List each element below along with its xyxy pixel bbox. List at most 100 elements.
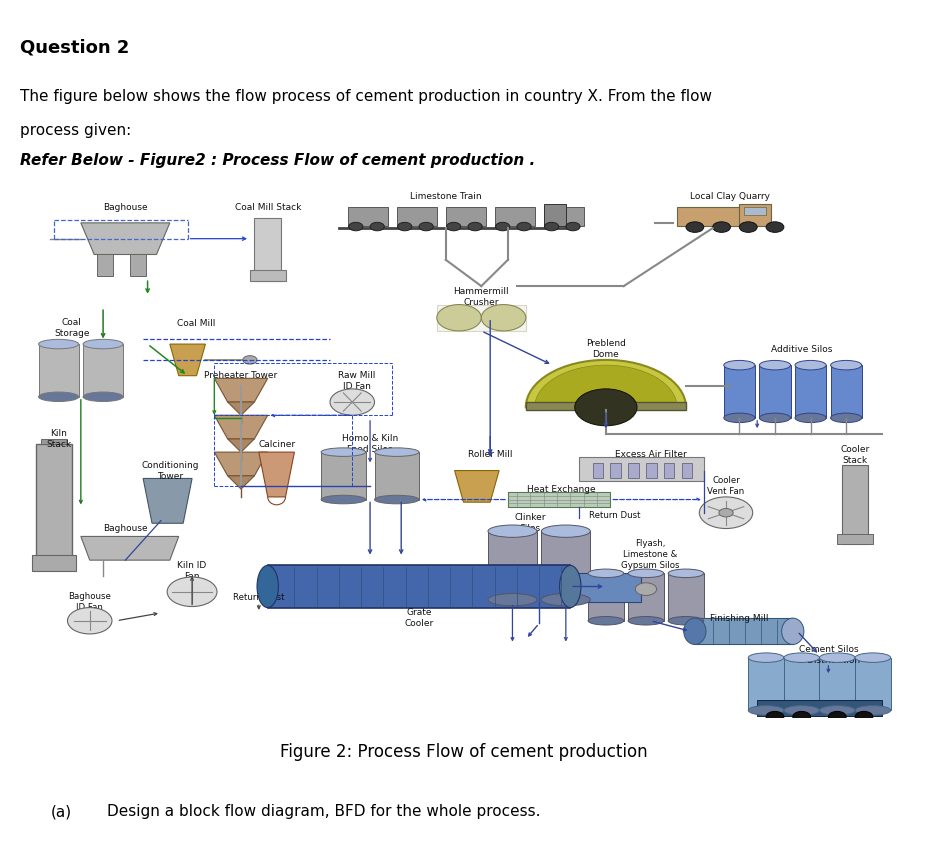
Text: Grate
Cooler: Grate Cooler — [404, 608, 434, 628]
Ellipse shape — [257, 565, 278, 608]
Ellipse shape — [748, 653, 784, 662]
Circle shape — [468, 223, 482, 231]
Circle shape — [544, 223, 559, 231]
Circle shape — [575, 389, 637, 426]
Bar — [348, 207, 387, 225]
Text: Cooler
Vent Fan: Cooler Vent Fan — [707, 476, 744, 496]
Bar — [629, 462, 639, 479]
Bar — [629, 573, 664, 620]
Polygon shape — [228, 439, 254, 452]
Ellipse shape — [83, 339, 123, 348]
Circle shape — [766, 711, 784, 722]
Text: Cooler
Stack: Cooler Stack — [841, 445, 870, 465]
Bar — [681, 462, 692, 479]
Bar — [610, 462, 621, 479]
Bar — [757, 700, 882, 716]
Bar — [541, 531, 590, 600]
Circle shape — [713, 222, 730, 232]
Wedge shape — [526, 360, 686, 407]
Ellipse shape — [748, 706, 784, 715]
Circle shape — [419, 223, 433, 231]
Circle shape — [635, 583, 656, 596]
Text: Baghouse: Baghouse — [103, 202, 147, 212]
Bar — [321, 452, 365, 500]
Text: Clinker
Silos: Clinker Silos — [514, 513, 546, 533]
Polygon shape — [81, 223, 170, 254]
Bar — [39, 344, 79, 397]
Text: Raw Mill
ID Fan: Raw Mill ID Fan — [338, 371, 375, 391]
Text: Coal Mill Stack: Coal Mill Stack — [235, 202, 301, 212]
Circle shape — [330, 389, 375, 416]
Bar — [543, 204, 565, 225]
Bar — [543, 207, 584, 225]
Text: Design a block flow diagram, BFD for the whole process.: Design a block flow diagram, BFD for the… — [107, 804, 540, 819]
Text: Conditioning
Tower: Conditioning Tower — [141, 461, 198, 480]
Bar — [32, 555, 76, 570]
Bar — [842, 465, 869, 544]
Ellipse shape — [795, 413, 826, 422]
Ellipse shape — [375, 496, 419, 504]
Text: Homo & Kiln
Feed Silos: Homo & Kiln Feed Silos — [342, 434, 399, 454]
Bar — [570, 573, 641, 603]
Bar — [668, 573, 704, 620]
Ellipse shape — [781, 618, 804, 644]
Bar — [130, 254, 146, 275]
Circle shape — [167, 577, 217, 607]
Bar — [488, 531, 537, 600]
Bar — [831, 366, 862, 418]
Bar — [375, 452, 419, 500]
Polygon shape — [259, 452, 295, 497]
Bar — [724, 366, 755, 418]
Text: Return Dust: Return Dust — [589, 511, 641, 520]
Bar — [646, 462, 656, 479]
Text: (a): (a) — [51, 804, 72, 819]
Polygon shape — [214, 416, 268, 439]
Text: Additive Silos: Additive Silos — [771, 345, 832, 354]
Polygon shape — [214, 452, 268, 476]
Ellipse shape — [784, 653, 819, 662]
Text: Baghouse
ID Fan: Baghouse ID Fan — [69, 592, 111, 612]
Ellipse shape — [795, 360, 826, 370]
Circle shape — [517, 223, 531, 231]
Bar — [588, 573, 624, 620]
Circle shape — [243, 355, 257, 364]
Bar — [759, 366, 791, 418]
Bar — [743, 207, 766, 215]
Text: Roller Mill: Roller Mill — [468, 450, 513, 459]
Polygon shape — [143, 479, 192, 524]
Text: Limestone Train: Limestone Train — [410, 192, 481, 201]
Circle shape — [793, 711, 810, 722]
Ellipse shape — [541, 525, 590, 537]
Ellipse shape — [39, 392, 79, 401]
Circle shape — [398, 223, 412, 231]
Bar — [508, 491, 610, 507]
Ellipse shape — [488, 593, 537, 606]
Circle shape — [349, 223, 363, 231]
Ellipse shape — [39, 339, 79, 348]
Text: Excess Air Filter: Excess Air Filter — [615, 450, 686, 459]
Text: Question 2: Question 2 — [20, 38, 130, 56]
Text: Hammermill
Crusher: Hammermill Crusher — [453, 286, 509, 307]
Bar — [592, 462, 603, 479]
Ellipse shape — [724, 360, 755, 370]
Ellipse shape — [83, 392, 123, 401]
Ellipse shape — [668, 616, 704, 625]
Text: Kiln ID
Fan: Kiln ID Fan — [177, 561, 207, 581]
Polygon shape — [170, 344, 206, 376]
Ellipse shape — [759, 360, 791, 370]
Circle shape — [437, 304, 481, 331]
Circle shape — [370, 223, 385, 231]
Bar — [268, 565, 570, 608]
Circle shape — [686, 222, 704, 232]
Text: The figure below shows the flow process of cement production in country X. From : The figure below shows the flow process … — [20, 89, 712, 105]
Circle shape — [496, 223, 510, 231]
Circle shape — [68, 608, 112, 634]
Circle shape — [740, 222, 757, 232]
Circle shape — [481, 304, 526, 331]
Text: Cement Silos
& Distribution: Cement Silos & Distribution — [797, 645, 860, 665]
Ellipse shape — [560, 565, 581, 608]
Text: Baghouse: Baghouse — [103, 524, 147, 533]
Bar — [579, 457, 704, 481]
Bar — [677, 207, 757, 225]
Text: Flyash,
Limestone &
Gypsum Silos: Flyash, Limestone & Gypsum Silos — [621, 539, 679, 570]
